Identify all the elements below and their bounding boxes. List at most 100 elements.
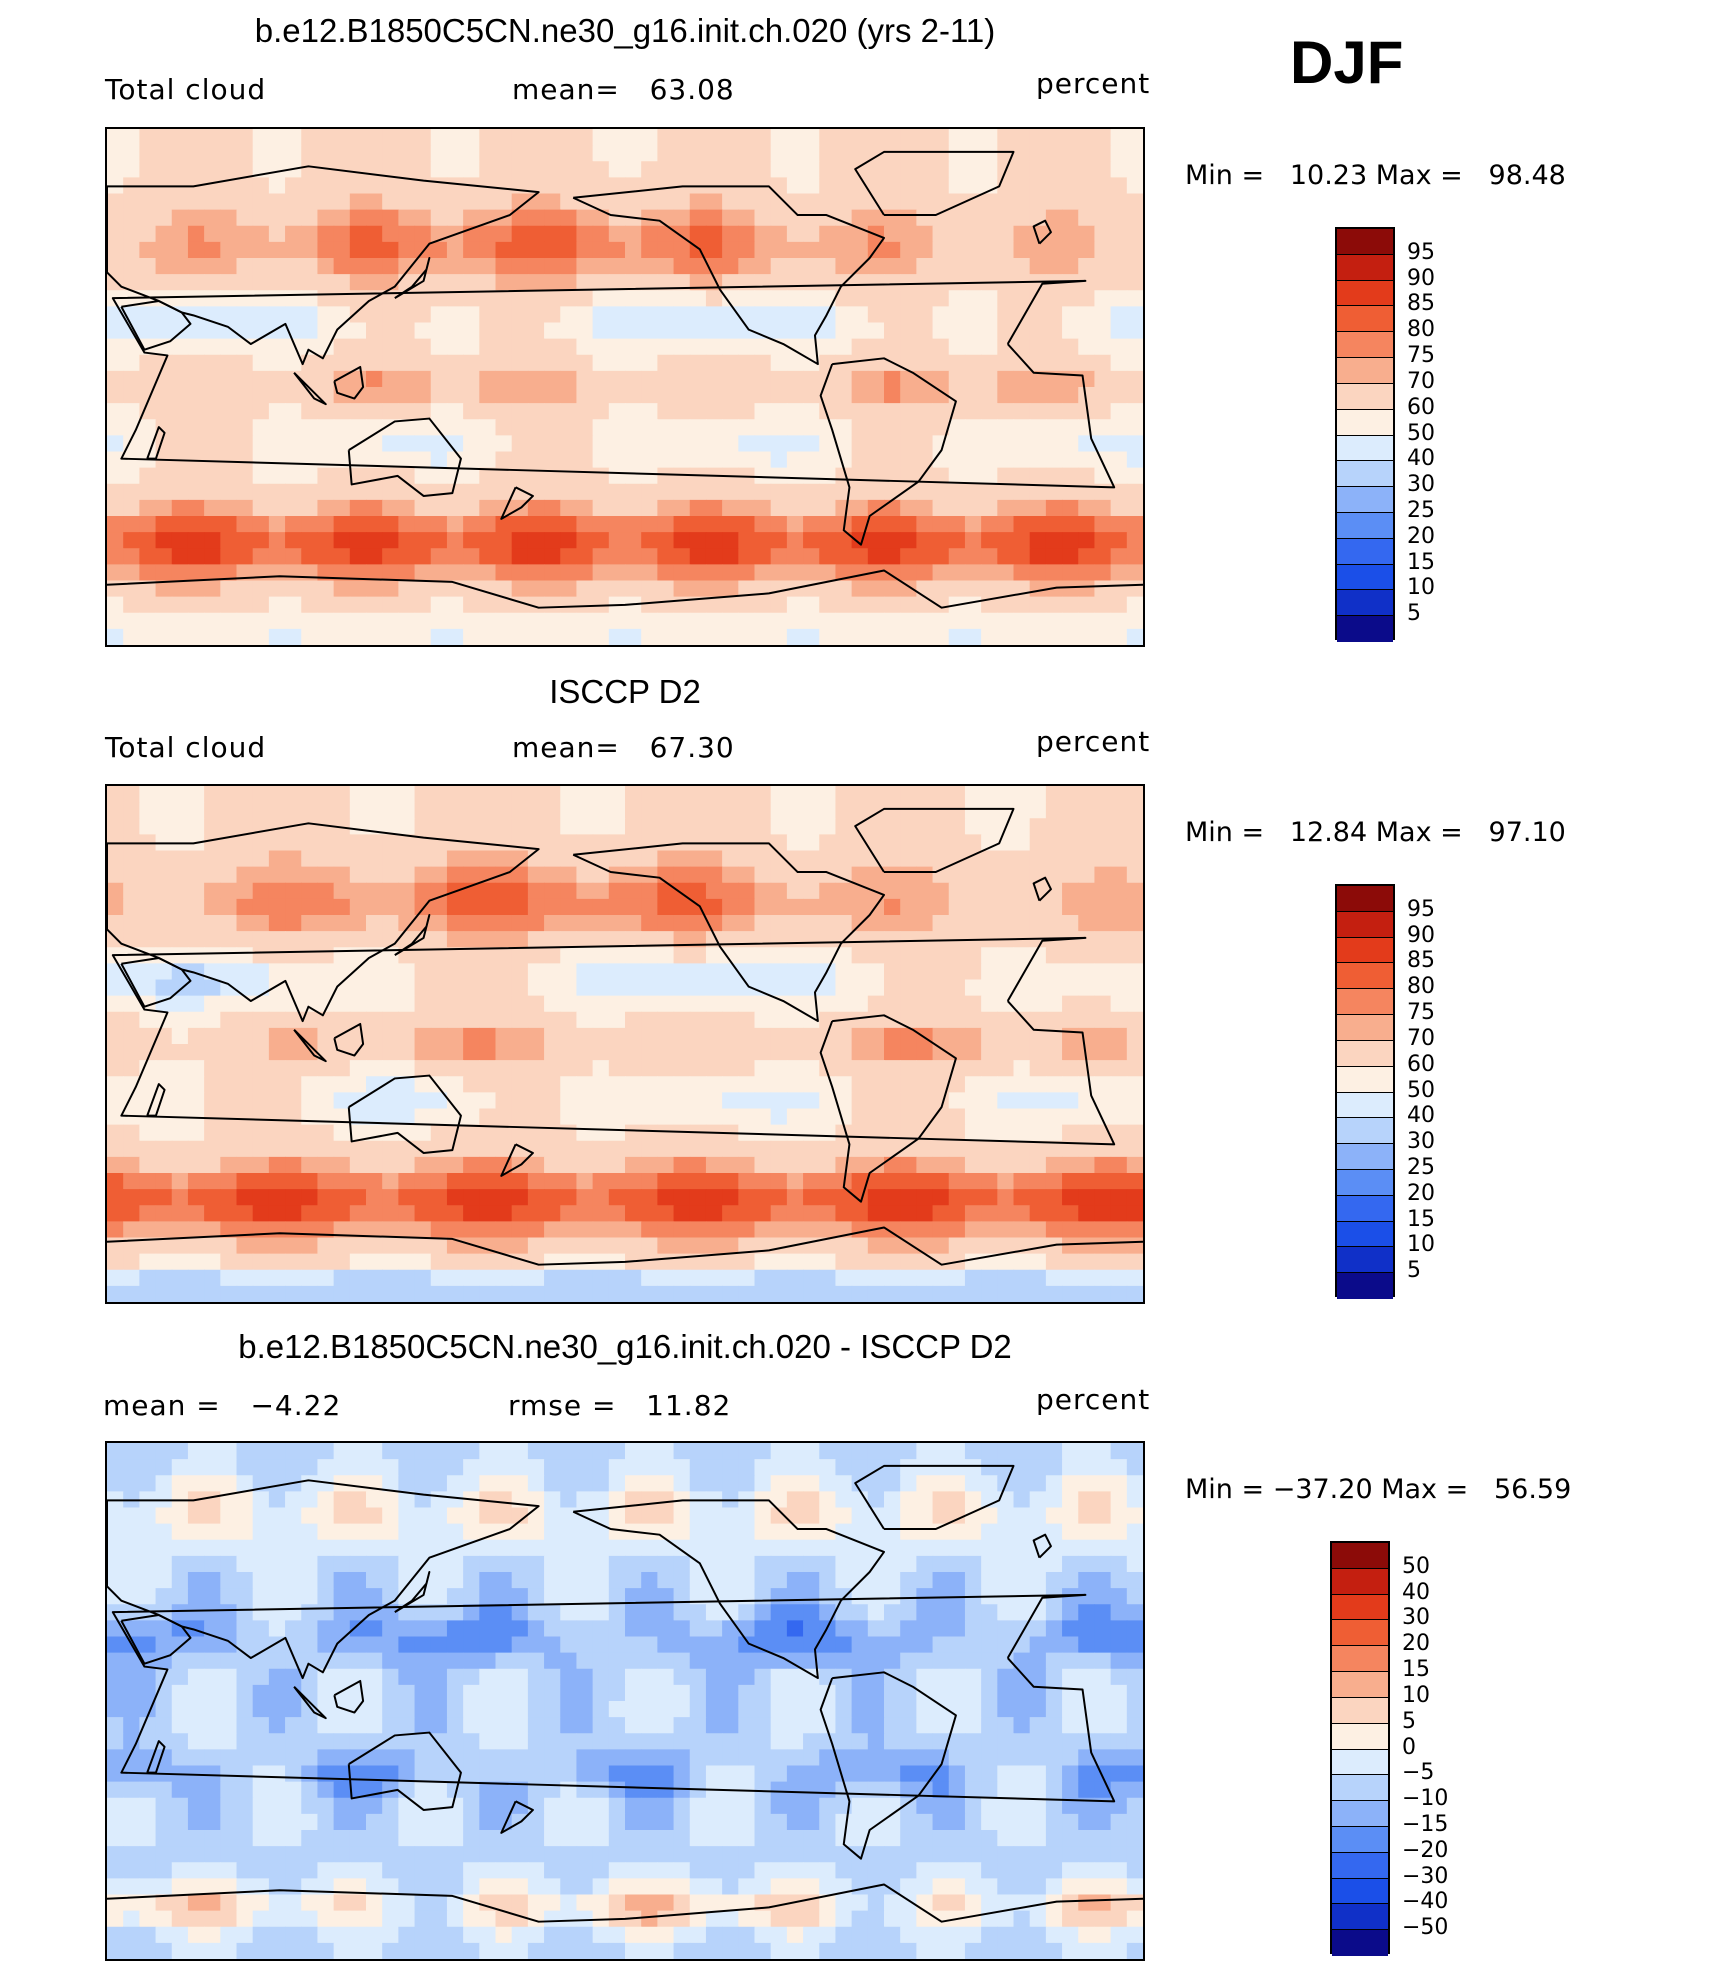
- contour-cell: [220, 1539, 238, 1557]
- contour-cell: [479, 1140, 497, 1158]
- contour-cell: [317, 1173, 335, 1190]
- contour-cell: [819, 451, 837, 469]
- contour-cell: [479, 1588, 497, 1605]
- contour-cell: [641, 258, 658, 275]
- contour-cell: [673, 1044, 691, 1061]
- contour-cell: [576, 947, 594, 964]
- contour-cell: [333, 882, 351, 900]
- contour-cell: [430, 1459, 448, 1476]
- contour-cell: [803, 898, 820, 916]
- contour-cell: [964, 1459, 982, 1476]
- contour-cell: [754, 451, 772, 469]
- contour-cell: [1110, 1459, 1128, 1476]
- contour-cell: [317, 499, 335, 517]
- contour-cell: [527, 979, 545, 997]
- contour-cell: [1110, 1124, 1128, 1142]
- contour-cell: [625, 1539, 642, 1557]
- contour-cell: [1013, 499, 1031, 517]
- contour-cell: [236, 177, 254, 195]
- contour-cell: [1126, 145, 1143, 162]
- contour-cell: [689, 1636, 707, 1654]
- contour-cell: [446, 1060, 464, 1077]
- contour-cell: [786, 1108, 804, 1126]
- contour-cell: [1126, 1092, 1143, 1110]
- contour-cell: [900, 1285, 917, 1302]
- contour-cell: [1094, 161, 1112, 178]
- contour-cell: [107, 548, 124, 565]
- contour-cell: [592, 419, 610, 436]
- contour-cell: [819, 596, 837, 614]
- contour-cell: [819, 145, 837, 162]
- contour-cell: [657, 499, 675, 517]
- contour-cell: [463, 1221, 480, 1239]
- contour-cell: [155, 1555, 173, 1573]
- contour-cell: [851, 1011, 869, 1029]
- contour-cell: [835, 818, 853, 835]
- contour-cell: [463, 1572, 480, 1589]
- contour-cell: [446, 387, 464, 404]
- contour-cell: [722, 1572, 739, 1589]
- contour-cell: [527, 915, 545, 932]
- contour-cell: [1078, 241, 1096, 259]
- contour-cell: [187, 1636, 205, 1654]
- contour-cell: [511, 1189, 529, 1206]
- contour-cell: [187, 1027, 205, 1045]
- contour-cell: [722, 532, 739, 549]
- contour-cell: [511, 370, 529, 388]
- contour-cell: [398, 225, 416, 243]
- contour-cell: [948, 1475, 966, 1492]
- contour-cell: [964, 1539, 982, 1557]
- contour-cell: [382, 1237, 399, 1255]
- contour-cell: [1078, 225, 1096, 243]
- contour-cell: [1094, 1507, 1112, 1525]
- contour-cell: [268, 1189, 286, 1206]
- contour-cell: [803, 129, 820, 146]
- contour-cell: [220, 1459, 238, 1476]
- contour-cell: [1045, 145, 1063, 162]
- contour-cell: [317, 516, 335, 533]
- contour-cell: [948, 290, 966, 307]
- contour-cell: [851, 467, 869, 485]
- contour-cell: [268, 241, 286, 259]
- contour-cell: [948, 818, 966, 835]
- contour-cell: [689, 979, 707, 997]
- contour-cell: [705, 1285, 723, 1302]
- contour-cell: [835, 193, 853, 211]
- contour-cell: [560, 145, 578, 162]
- contour-cell: [236, 931, 254, 948]
- contour-cell: [107, 403, 124, 420]
- contour-cell: [1062, 467, 1079, 485]
- contour-cell: [1078, 580, 1096, 598]
- contour-cell: [576, 1572, 594, 1589]
- contour-cell: [107, 435, 124, 453]
- contour-cell: [204, 850, 221, 868]
- contour-cell: [819, 193, 837, 211]
- contour-cell: [867, 1092, 885, 1110]
- contour-cell: [268, 483, 286, 501]
- contour-cell: [398, 1205, 416, 1222]
- contour-cell: [317, 193, 335, 211]
- contour-cell: [819, 802, 837, 819]
- contour-cell: [948, 850, 966, 868]
- contour-cell: [851, 1588, 869, 1605]
- contour-cell: [139, 258, 157, 275]
- contour-cell: [446, 322, 464, 340]
- contour-cell: [430, 931, 448, 948]
- contour-cell: [560, 786, 578, 803]
- contour-cell: [900, 931, 917, 948]
- contour-cell: [1110, 1588, 1128, 1605]
- contour-cell: [139, 963, 157, 981]
- contour-cell: [366, 931, 383, 948]
- contour-cell: [511, 274, 529, 291]
- contour-cell: [398, 979, 416, 997]
- contour-cell: [1126, 548, 1143, 565]
- contour-cell: [333, 1507, 351, 1525]
- contour-cell: [1013, 1443, 1031, 1460]
- contour-cell: [592, 548, 610, 565]
- contour-cell: [867, 516, 885, 533]
- contour-cell: [1029, 241, 1047, 259]
- contour-cell: [430, 818, 448, 835]
- contour-cell: [608, 1027, 626, 1045]
- contour-cell: [1126, 161, 1143, 178]
- contour-cell: [803, 306, 820, 324]
